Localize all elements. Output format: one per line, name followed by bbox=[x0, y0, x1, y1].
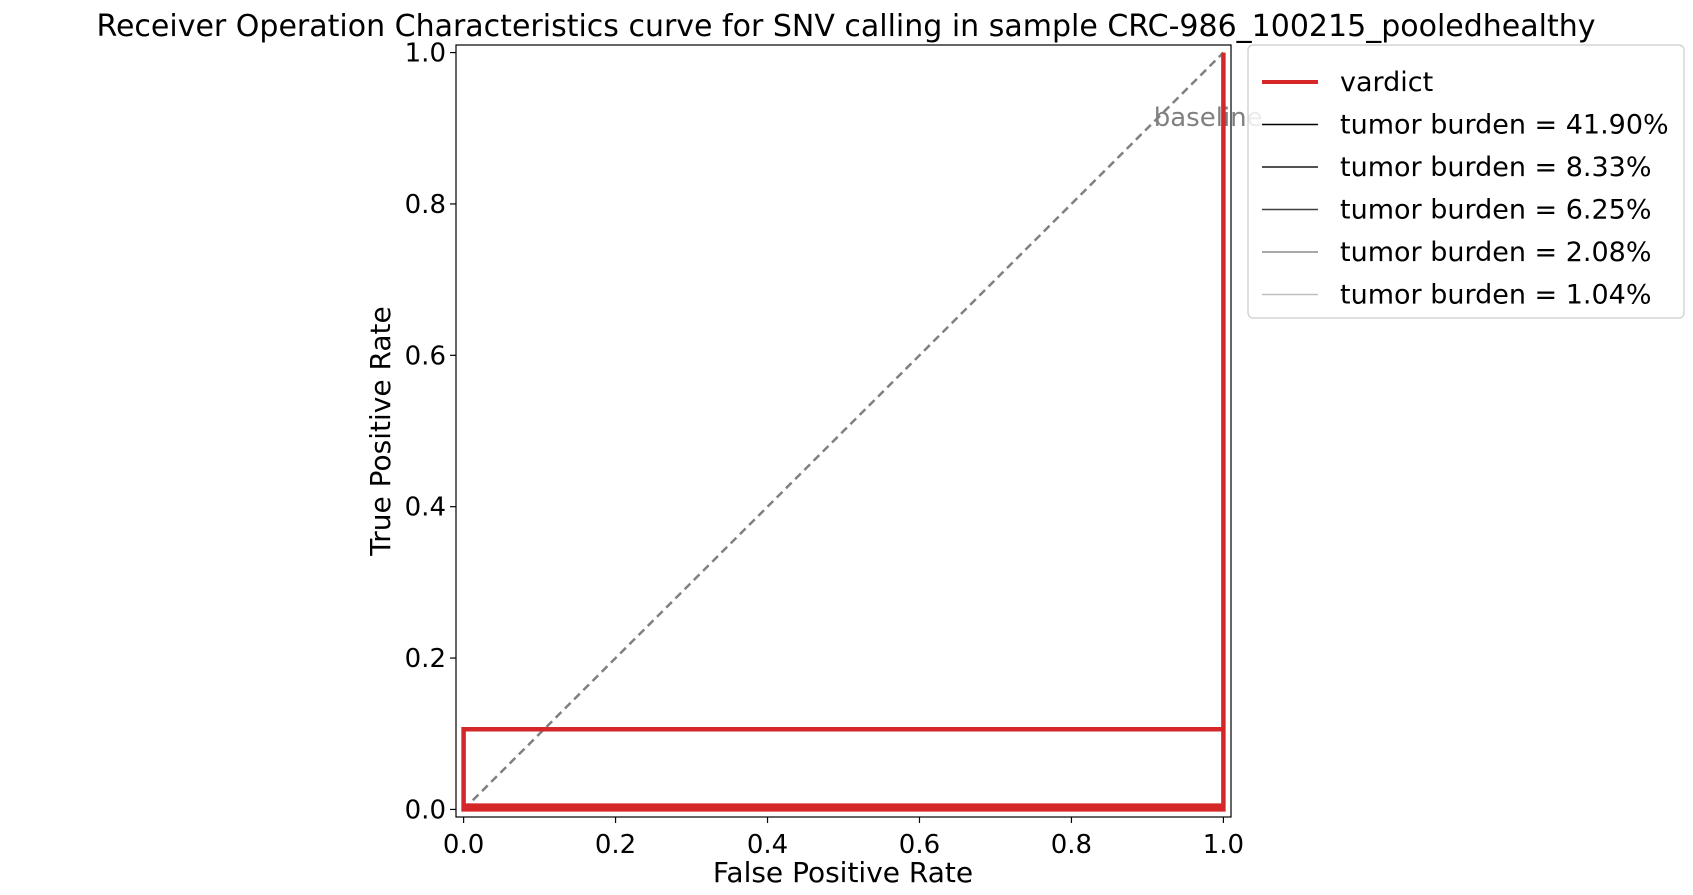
axes-frame bbox=[455, 44, 1232, 818]
x-tick-label: 0.8 bbox=[1051, 830, 1092, 860]
baseline-line bbox=[462, 51, 1225, 811]
legend-label: tumor burden = 8.33% bbox=[1340, 152, 1652, 183]
y-tick-label: 0.4 bbox=[405, 493, 446, 523]
legend-label: tumor burden = 1.04% bbox=[1340, 280, 1652, 311]
legend-label: tumor burden = 41.90% bbox=[1340, 110, 1669, 141]
x-ticks: 0.0 0.2 0.4 0.6 0.8 1.0 bbox=[443, 817, 1244, 860]
series-line-vardict bbox=[461, 52, 1226, 812]
y-tick-label: 0.2 bbox=[405, 644, 446, 674]
x-axis-label: False Positive Rate bbox=[713, 856, 973, 889]
chart-title: Receiver Operation Characteristics curve… bbox=[96, 9, 1595, 44]
legend-label: tumor burden = 6.25% bbox=[1340, 195, 1652, 226]
y-tick-label: 0.8 bbox=[405, 190, 446, 220]
y-ticks: 0.0 0.2 0.4 0.6 0.8 1.0 bbox=[405, 39, 456, 825]
y-tick-label: 0.0 bbox=[405, 795, 446, 825]
y-tick-label: 0.6 bbox=[405, 341, 446, 371]
legend: vardict tumor burden = 41.90% tumor burden… bbox=[1247, 44, 1685, 319]
baseline-layer: baseline bbox=[462, 51, 1263, 811]
y-axis-label: True Positive Rate bbox=[364, 306, 397, 556]
x-tick-label: 0.6 bbox=[899, 830, 940, 860]
x-tick-label: 0.0 bbox=[443, 830, 484, 860]
y-tick-label: 1.0 bbox=[405, 39, 446, 69]
x-tick-label: 0.2 bbox=[595, 830, 636, 860]
legend-label: tumor burden = 2.08% bbox=[1340, 237, 1652, 268]
series-layer bbox=[461, 52, 1226, 812]
legend-label: vardict bbox=[1340, 67, 1433, 98]
x-tick-label: 1.0 bbox=[1203, 830, 1244, 860]
baseline-label: baseline bbox=[1154, 103, 1263, 133]
legend-box bbox=[1247, 44, 1685, 319]
x-tick-label: 0.4 bbox=[747, 830, 788, 860]
